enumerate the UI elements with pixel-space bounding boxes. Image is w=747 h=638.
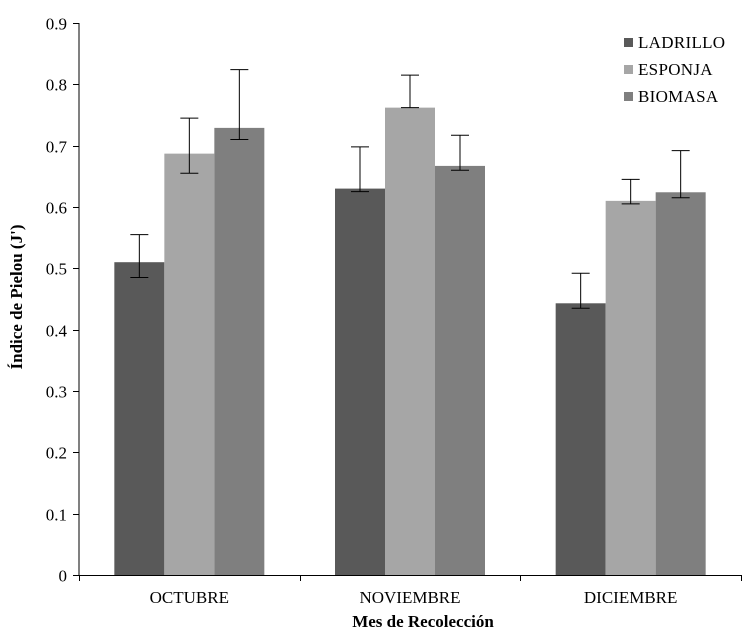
y-tick-label: 0.9	[46, 15, 67, 34]
legend: LADRILLO ESPONJA BIOMASA	[624, 33, 725, 106]
y-tick-label: 0.7	[46, 138, 68, 157]
y-tick-label: 0	[59, 567, 68, 586]
x-category-label: OCTUBRE	[150, 588, 229, 607]
y-axis: 0 0.1 0.2 0.3 0.4 0.5 0.6 0.7 0.8 0.9	[46, 15, 80, 586]
x-category-label: NOVIEMBRE	[359, 588, 460, 607]
y-tick-label: 0.6	[46, 199, 67, 218]
bar	[164, 153, 215, 575]
y-tick-label: 0.1	[46, 506, 67, 525]
bar	[555, 303, 606, 575]
y-tick-label: 0.5	[46, 260, 67, 279]
bar	[114, 262, 165, 575]
legend-label: ESPONJA	[638, 60, 713, 79]
y-tick-label: 0.3	[46, 383, 67, 402]
legend-swatch	[624, 65, 633, 74]
bar	[435, 165, 485, 575]
x-axis: OCTUBRE NOVIEMBRE DICIEMBRE	[79, 575, 742, 607]
y-axis-title: Índice de Pielou (J')	[7, 225, 26, 370]
legend-swatch	[624, 92, 633, 101]
bars	[114, 107, 706, 575]
legend-label: BIOMASA	[638, 87, 719, 106]
y-tick-label: 0.8	[46, 76, 67, 95]
bar	[655, 192, 706, 575]
legend-label: LADRILLO	[638, 33, 725, 52]
x-axis-title: Mes de Recolección	[352, 612, 494, 631]
bar	[605, 200, 656, 575]
y-tick-label: 0.2	[46, 444, 67, 463]
bar	[214, 127, 265, 575]
error-bars	[130, 69, 690, 309]
y-tick-label: 0.4	[46, 322, 68, 341]
legend-swatch	[624, 38, 633, 47]
bar	[335, 188, 385, 575]
bar	[385, 107, 435, 575]
x-category-label: DICIEMBRE	[584, 588, 678, 607]
